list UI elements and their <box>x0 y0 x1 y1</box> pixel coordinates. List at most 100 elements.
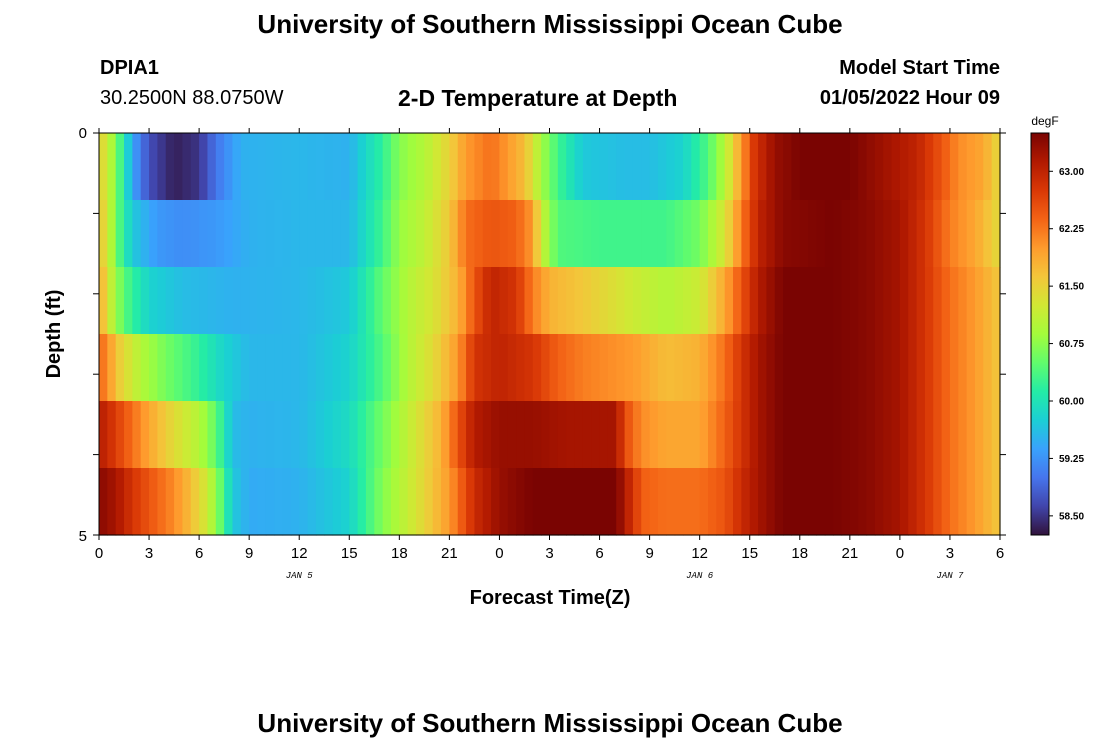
heatmap-cell <box>340 133 350 201</box>
heatmap-cell <box>390 334 400 402</box>
heatmap-cell <box>324 267 334 335</box>
heatmap-cell <box>691 200 701 268</box>
heatmap-cell <box>616 133 626 201</box>
heatmap-cell <box>883 468 893 536</box>
heatmap-cell <box>607 200 617 268</box>
heatmap-cell <box>699 267 709 335</box>
heatmap-cell <box>574 133 584 201</box>
heatmap-cell <box>749 267 759 335</box>
heatmap-cell <box>874 401 884 469</box>
heatmap-cell <box>324 468 334 536</box>
heatmap-cell <box>374 267 384 335</box>
heatmap-cell <box>657 133 667 201</box>
heatmap-cell <box>165 267 175 335</box>
heatmap-cell <box>257 468 267 536</box>
heatmap-cell <box>607 401 617 469</box>
heatmap-cell <box>282 200 292 268</box>
heatmap-cell <box>257 334 267 402</box>
heatmap-cell <box>199 468 209 536</box>
heatmap-cell <box>641 468 651 536</box>
heatmap-cell <box>991 133 1001 201</box>
heatmap-cell <box>657 468 667 536</box>
heatmap-cell <box>507 334 517 402</box>
heatmap-cell <box>799 133 809 201</box>
heatmap-cell <box>299 468 309 536</box>
heatmap-cell <box>841 200 851 268</box>
x-tick-label: 9 <box>645 545 653 562</box>
heatmap-cell <box>224 401 234 469</box>
heatmap-cell <box>190 267 200 335</box>
x-tick-label: 3 <box>545 545 553 562</box>
heatmap-cell <box>691 334 701 402</box>
heatmap-cell <box>99 133 108 201</box>
heatmap-cell <box>457 334 467 402</box>
heatmap-cell <box>741 267 751 335</box>
heatmap-cell <box>307 133 317 201</box>
colorbar-tick-label: 63.00 <box>1059 167 1084 178</box>
heatmap-cell <box>641 401 651 469</box>
heatmap-cell <box>599 334 609 402</box>
heatmap-cell <box>157 468 167 536</box>
heatmap-cell <box>816 401 826 469</box>
heatmap-cell <box>407 133 417 201</box>
heatmap-cell <box>958 401 968 469</box>
heatmap-cell <box>132 200 142 268</box>
heatmap-cell <box>941 267 951 335</box>
heatmap-cell <box>149 200 158 268</box>
heatmap-cell <box>265 200 275 268</box>
heatmap-cell <box>449 468 459 536</box>
heatmap-cell <box>808 267 818 335</box>
heatmap-cell <box>557 200 567 268</box>
heatmap-cell <box>733 334 742 402</box>
heatmap-cell <box>599 401 609 469</box>
x-tick-label: 21 <box>441 545 458 562</box>
heatmap-cell <box>682 200 692 268</box>
heatmap-cell <box>382 401 392 469</box>
heatmap-cell <box>833 267 843 335</box>
heatmap-cell <box>491 267 501 335</box>
heatmap-cell <box>874 468 884 536</box>
heatmap-cell <box>365 401 375 469</box>
heatmap-cell <box>124 401 133 469</box>
heatmap-cell <box>207 267 217 335</box>
heatmap-cell <box>808 133 818 201</box>
heatmap-cell <box>941 468 951 536</box>
heatmap-cell <box>933 334 943 402</box>
heatmap-cell <box>382 267 392 335</box>
heatmap-cell <box>474 267 484 335</box>
heatmap-cell <box>824 133 834 201</box>
heatmap-cell <box>407 267 417 335</box>
date-label: JAN 6 <box>686 571 714 581</box>
heatmap-cell <box>632 133 642 201</box>
colorbar-unit: degF <box>1031 114 1058 128</box>
heatmap-cell <box>349 468 359 536</box>
heatmap-cell <box>99 200 108 268</box>
x-tick-label: 18 <box>791 545 808 562</box>
heatmap-cell <box>632 200 642 268</box>
heatmap-cell <box>290 468 300 536</box>
heatmap-cell <box>249 200 259 268</box>
heatmap-cell <box>474 468 484 536</box>
heatmap-cell <box>916 200 926 268</box>
heatmap-cell <box>240 334 250 402</box>
heatmap-cell <box>933 468 943 536</box>
heatmap-cell <box>758 401 767 469</box>
heatmap-cell <box>182 334 192 402</box>
heatmap-cell <box>866 334 876 402</box>
colorbar-tick-label: 58.50 <box>1059 511 1084 522</box>
heatmap-cell <box>332 267 342 335</box>
heatmap-cell <box>107 200 117 268</box>
heatmap-cell <box>699 133 709 201</box>
heatmap-cell <box>958 468 968 536</box>
heatmap-cell <box>607 334 617 402</box>
y-tick-label: 0 <box>79 125 87 142</box>
heatmap-cell <box>758 133 767 201</box>
heatmap-cell <box>799 401 809 469</box>
heatmap-cell <box>657 401 667 469</box>
heatmap-cell <box>541 200 551 268</box>
heatmap-cell <box>599 133 609 201</box>
heatmap-cell <box>115 468 125 536</box>
heatmap-cell <box>274 267 284 335</box>
heatmap-cell <box>791 468 801 536</box>
